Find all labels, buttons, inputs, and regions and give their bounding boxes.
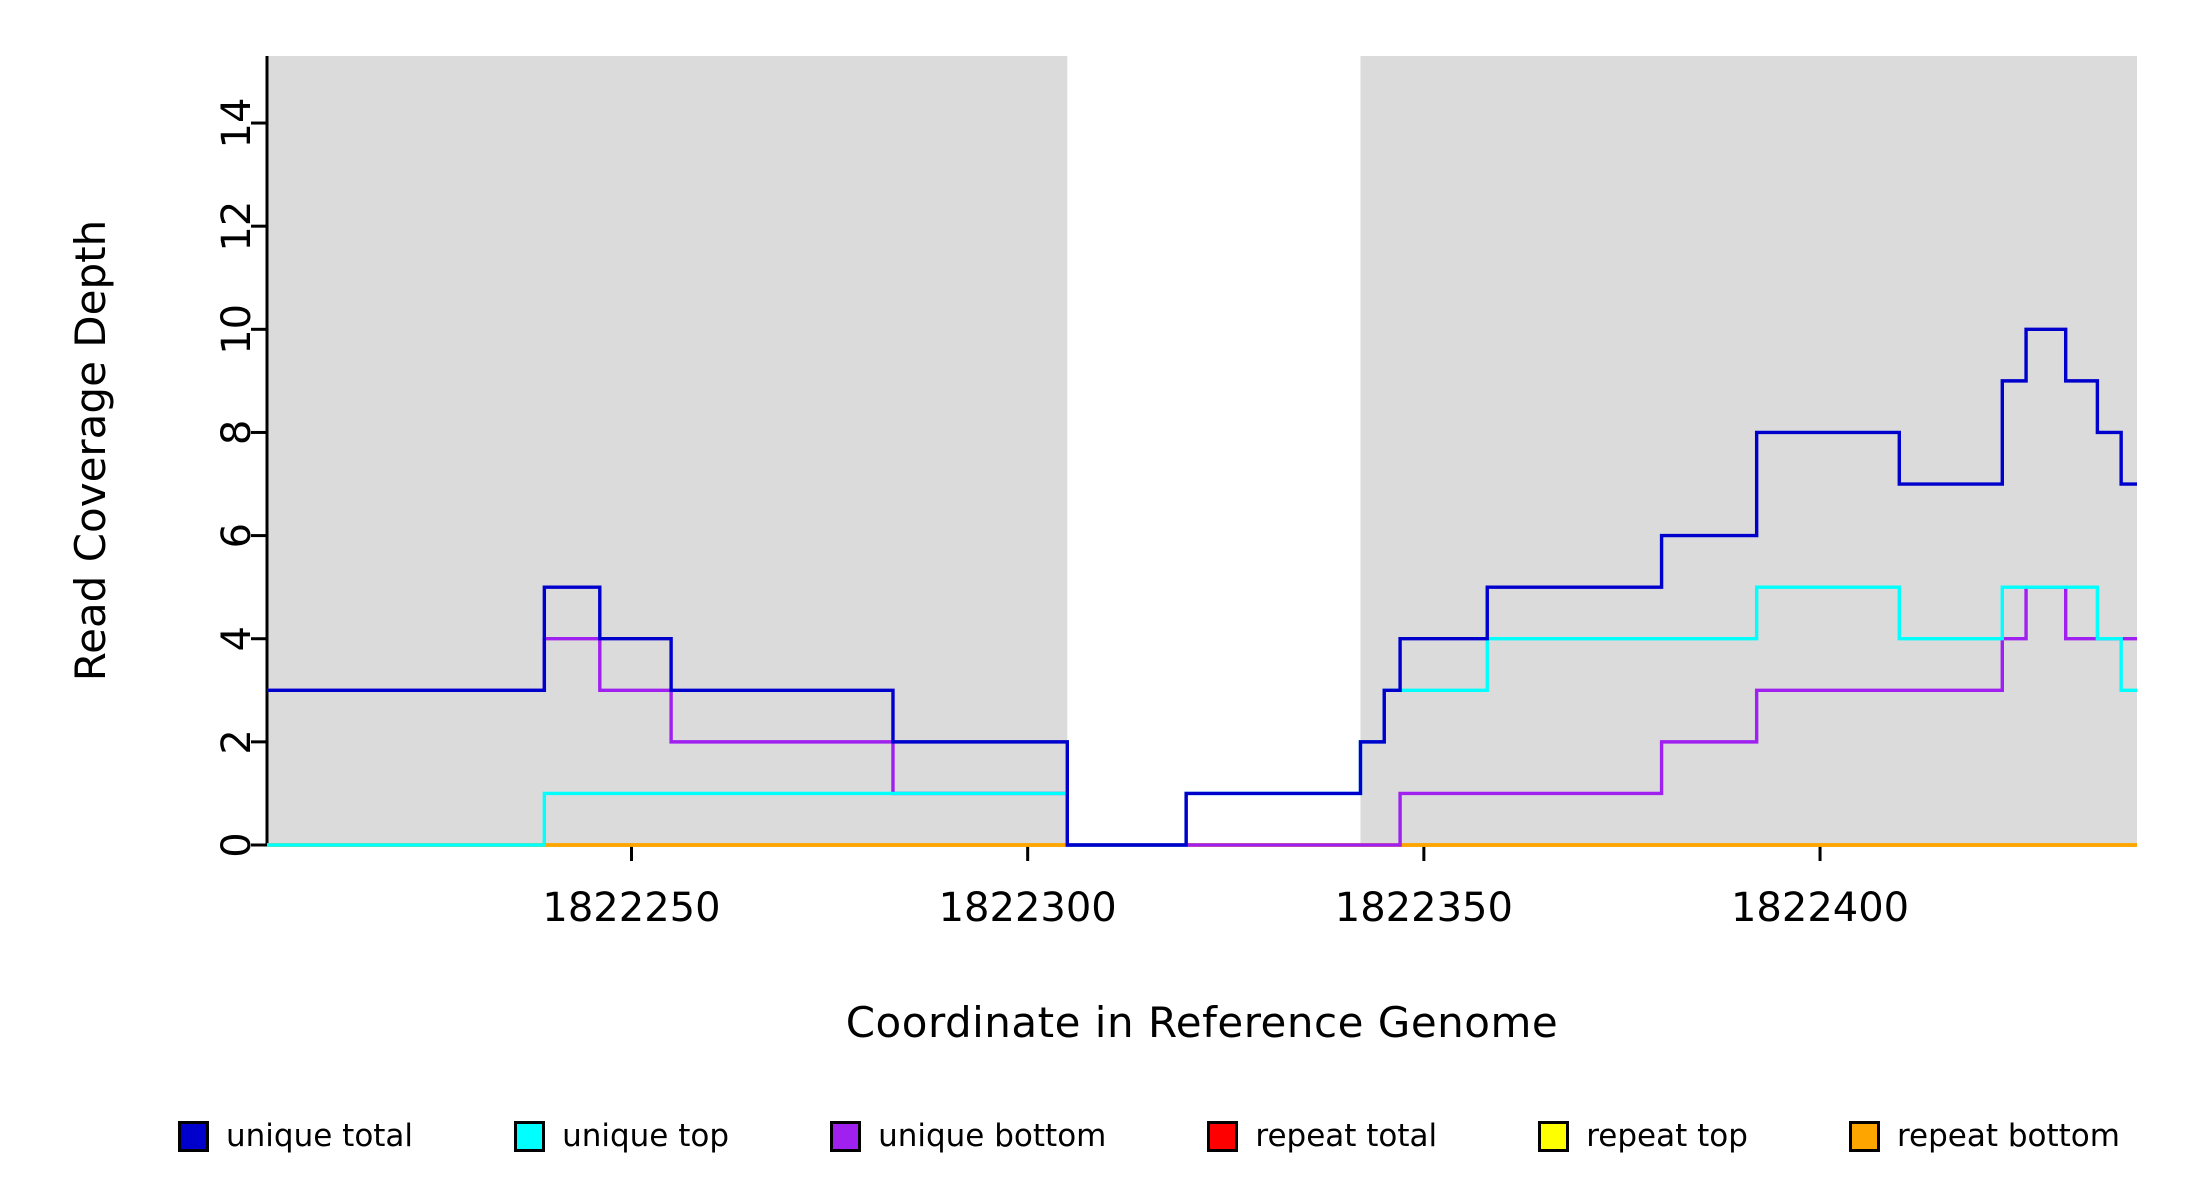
legend-label-unique-total: unique total: [226, 1118, 414, 1154]
legend-item-repeat-bottom: repeat bottom: [1848, 1118, 2120, 1154]
legend-swatch-unique-total: [178, 1120, 209, 1152]
x-tick-label: 1822300: [939, 885, 1117, 931]
series-line-unique-total: [267, 327, 2137, 847]
legend-swatch-repeat-total: [1207, 1120, 1239, 1152]
legend-swatch-repeat-bottom: [1848, 1120, 1880, 1152]
y-tick-label: 6: [214, 523, 260, 548]
legend-item-unique-bottom: unique bottom: [830, 1118, 1106, 1154]
right-shaded-region: [1360, 56, 2137, 845]
y-tick-label: 10: [214, 304, 260, 355]
left-shaded-region: [267, 56, 1068, 845]
legend-item-repeat-top: repeat top: [1538, 1118, 1748, 1154]
series-line-unique-bottom: [267, 585, 2137, 847]
y-tick-label: 12: [214, 201, 260, 252]
legend-swatch-unique-top: [514, 1120, 546, 1152]
legend-label-unique-bottom: unique bottom: [878, 1118, 1107, 1154]
x-axis-title: Coordinate in Reference Genome: [845, 998, 1559, 1047]
legend-label-repeat-bottom: repeat bottom: [1896, 1118, 2120, 1154]
x-tick-label: 1822250: [542, 885, 720, 931]
legend: unique total unique top unique bottom re…: [0, 1106, 2200, 1166]
x-tick-label: 1822400: [1731, 885, 1909, 931]
y-tick-label: 4: [214, 626, 260, 651]
y-tick-label: 8: [214, 420, 260, 445]
legend-swatch-repeat-top: [1538, 1120, 1570, 1152]
legend-item-unique-top: unique top: [514, 1118, 729, 1154]
legend-item-repeat-total: repeat total: [1207, 1118, 1437, 1154]
coverage-chart: 1822250 1822300 1822350 1822400 0 2 4 6 8 10 12 14 R…: [66, 56, 2137, 931]
legend-item-unique-total: unique total: [178, 1118, 413, 1154]
legend-swatch-unique-bottom: [830, 1120, 862, 1152]
y-tick-label: 14: [214, 98, 260, 149]
y-tick-label: 0: [214, 832, 260, 857]
y-axis-title: Read Coverage Depth: [66, 220, 115, 681]
y-tick-label: 2: [214, 729, 260, 754]
legend-label-repeat-top: repeat top: [1586, 1118, 1748, 1154]
legend-label-repeat-total: repeat total: [1255, 1118, 1438, 1154]
x-tick-label: 1822350: [1335, 885, 1513, 931]
legend-label-unique-top: unique top: [562, 1118, 730, 1154]
